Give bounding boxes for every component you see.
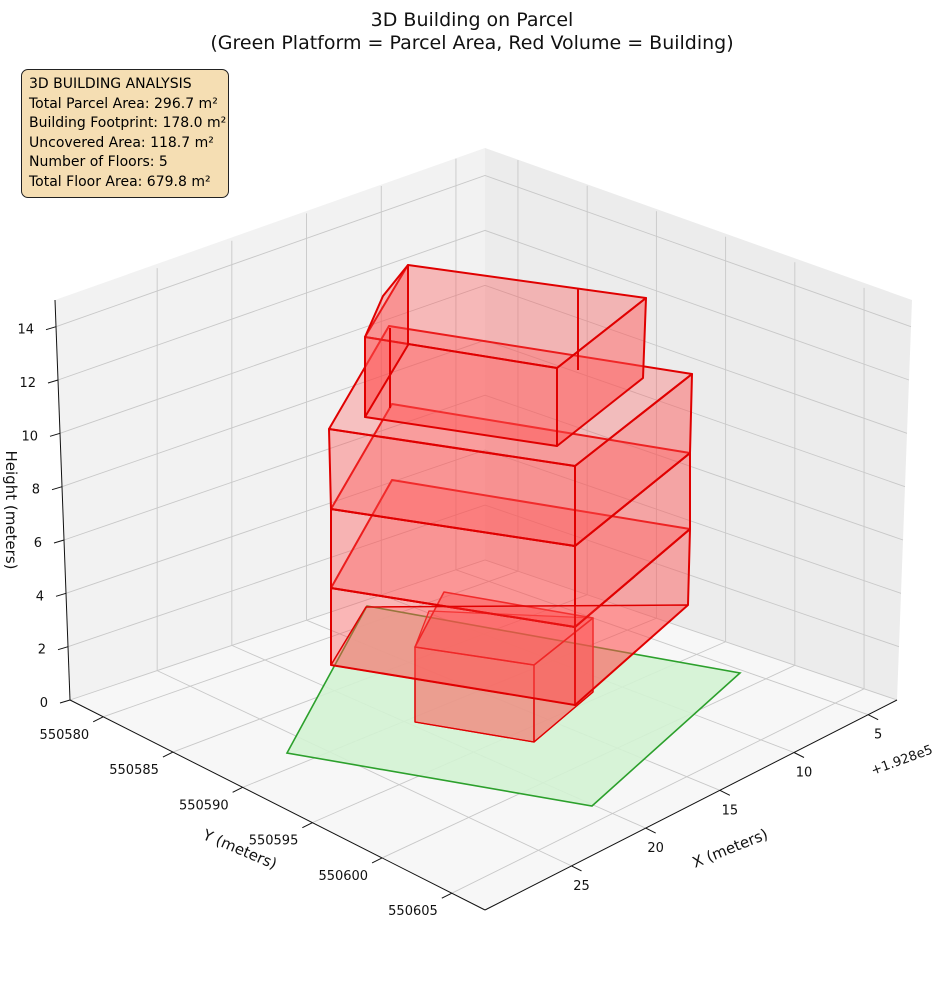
x-tick-label-15: 15 <box>722 803 739 818</box>
z-tick-mark-2 <box>57 646 69 651</box>
info-box-title: 3D BUILDING ANALYSIS <box>29 76 192 92</box>
tick-labels: 0 2 4 6 8 10 12 14 550580 550585 550590 550595 55060… <box>17 323 882 920</box>
z-tick-mark-6 <box>53 539 65 544</box>
x-tick-mark-5 <box>867 714 879 721</box>
y-tick-label-550605: 550605 <box>388 904 438 919</box>
z-tick-label-4: 4 <box>36 589 44 604</box>
z-grid-line-4 <box>65 449 902 594</box>
axis-lines <box>54 299 898 911</box>
y-tick-mark-550600 <box>371 857 383 864</box>
y-tick-mark-550605 <box>441 892 453 899</box>
y-tick-label-550580: 550580 <box>40 728 90 743</box>
x-grid-floor-25 <box>156 670 572 867</box>
y-tick-mark-550590 <box>232 786 243 793</box>
axis-panes <box>55 148 912 910</box>
z-grid-line-0 <box>69 559 898 701</box>
x-axis-offset-label: +1.928e5 <box>869 743 935 779</box>
y-tick-label-550585: 550585 <box>109 763 159 778</box>
analysis-info-box: 3D BUILDING ANALYSIS Total Parcel Area: … <box>21 69 229 198</box>
x-grid-floor-5 <box>455 569 869 716</box>
z-tick-label-6: 6 <box>34 536 42 551</box>
x-tick-mark-10 <box>793 752 805 758</box>
y-grid-floor-550605 <box>451 688 865 894</box>
x-tick-label-5: 5 <box>874 728 882 743</box>
top-floor-side-face <box>556 297 647 447</box>
parcel-platform <box>285 605 742 807</box>
x-tick-label-20: 20 <box>647 841 664 856</box>
x-axis-label: X (meters) <box>690 825 771 872</box>
parcel-polygon <box>285 605 742 807</box>
z-tick-mark-12 <box>47 379 59 384</box>
info-total-parcel-area: Total Parcel Area: 296.7 m² <box>29 95 218 112</box>
y-tick-mark-550580 <box>92 716 104 723</box>
z-axis-line <box>54 299 71 701</box>
info-building-footprint: Building Footprint: 178.0 m² <box>29 115 227 131</box>
info-number-of-floors: Number of Floors: 5 <box>29 154 168 170</box>
z-grid-line-6 <box>63 394 904 541</box>
z-tick-label-2: 2 <box>38 643 46 658</box>
z-tick-label-14: 14 <box>17 323 34 338</box>
x-tick-label-25: 25 <box>573 879 590 894</box>
x-tick-mark-20 <box>645 827 656 834</box>
x-tick-mark-15 <box>719 789 731 796</box>
z-tick-label-8: 8 <box>32 483 40 498</box>
tick-marks <box>45 326 879 899</box>
z-grid-line-10 <box>59 284 908 434</box>
z-grid-line-14 <box>55 174 912 328</box>
y-tick-label-550595: 550595 <box>249 834 299 849</box>
right-back-pane <box>485 148 912 700</box>
z-tick-mark-4 <box>55 592 67 597</box>
z-tick-mark-10 <box>49 432 61 437</box>
z-tick-label-0: 0 <box>40 696 48 711</box>
chart-subtitle: (Green Platform = Parcel Area, Red Volum… <box>210 32 733 54</box>
z-tick-label-10: 10 <box>21 429 38 444</box>
building-volume <box>328 264 693 743</box>
y-grid-floor-550580 <box>103 570 519 718</box>
y-tick-mark-550595 <box>302 822 313 829</box>
y-axis-line <box>69 699 486 911</box>
y-tick-mark-550585 <box>162 751 174 758</box>
x-tick-label-10: 10 <box>796 766 813 781</box>
x-axis-line <box>484 699 898 911</box>
chart-title: 3D Building on Parcel <box>371 9 574 31</box>
z-tick-label-12: 12 <box>19 376 36 391</box>
z-grid-line-12 <box>57 229 910 381</box>
y-axis-label: Y (meters) <box>199 825 279 873</box>
annex-top-face <box>414 591 594 666</box>
z-tick-mark-0 <box>59 699 71 704</box>
z-tick-mark-8 <box>51 486 63 491</box>
floor-0-base-face <box>330 604 689 706</box>
y-tick-label-550600: 550600 <box>318 869 368 884</box>
left-back-pane <box>55 148 485 700</box>
z-tick-mark-14 <box>45 326 57 331</box>
y-tick-label-550590: 550590 <box>179 798 229 813</box>
z-grid-line-2 <box>67 504 900 648</box>
top-floor-left-face <box>364 264 409 418</box>
info-total-floor-area: Total Floor Area: 679.8 m² <box>29 173 211 190</box>
x-tick-mark-25 <box>571 865 582 872</box>
z-axis-label: Height (meters) <box>2 451 20 570</box>
info-uncovered-area: Uncovered Area: 118.7 m² <box>29 134 214 151</box>
